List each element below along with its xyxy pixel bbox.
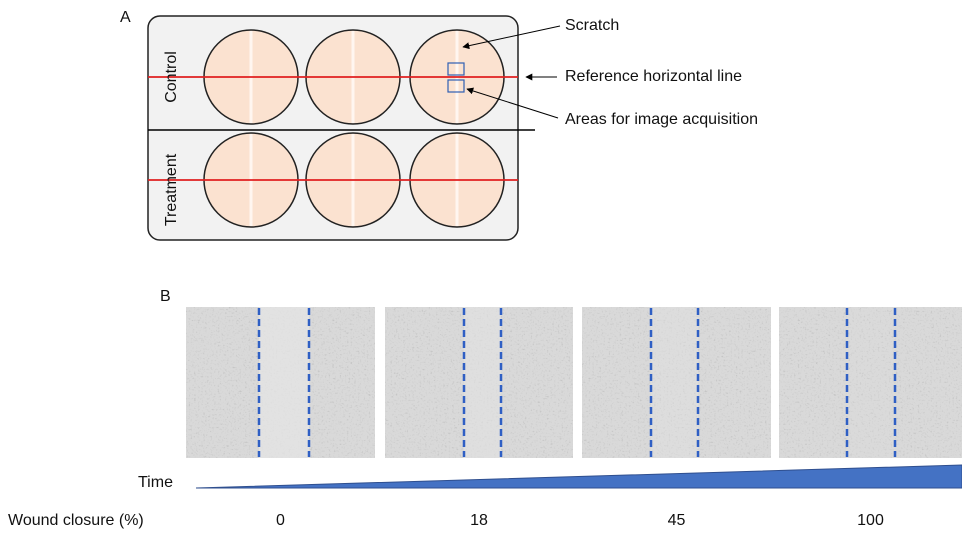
time-label: Time: [138, 474, 173, 491]
page: Scratch assay figure {"panel_a": {"label…: [0, 0, 962, 529]
annotation: Reference horizontal line: [565, 68, 742, 85]
image-tiles: [186, 307, 962, 458]
row-label: Treatment: [163, 153, 180, 226]
page-body: A Control Treatment Scratch Reference ho…: [0, 0, 962, 529]
wound-gap: [847, 307, 895, 458]
closure-value: 100: [857, 512, 884, 529]
figure: A Control Treatment Scratch Reference ho…: [0, 0, 962, 529]
wound-gap: [464, 307, 501, 458]
annotation: Scratch: [565, 17, 619, 34]
closure-label: Wound closure (%): [8, 512, 144, 529]
time-wedge: [196, 465, 962, 488]
wound-gap: [651, 307, 698, 458]
closure-value: 18: [470, 512, 488, 529]
panel-label: B: [160, 288, 171, 305]
wound-gap: [259, 307, 309, 458]
closure-value: 0: [276, 512, 285, 529]
closure-value: 45: [668, 512, 686, 529]
panel-label: A: [120, 9, 131, 26]
row-label: Control: [163, 51, 180, 103]
annotation: Areas for image acquisition: [565, 111, 758, 128]
